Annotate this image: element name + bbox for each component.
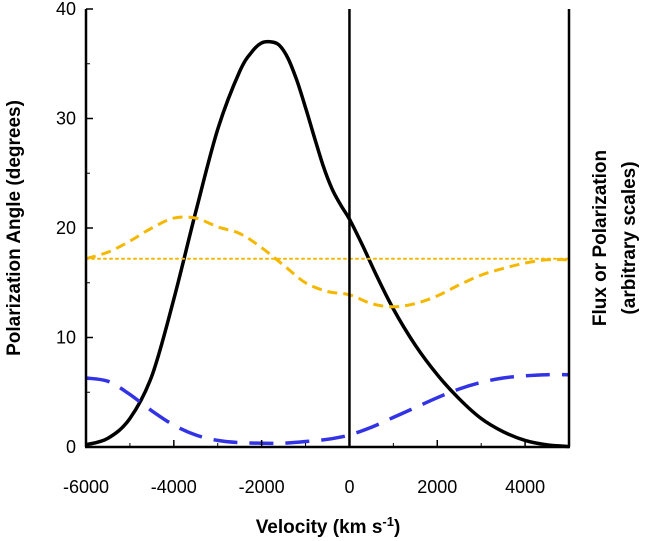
y-axis-title: Polarization Angle (degrees) bbox=[4, 100, 25, 356]
y-tick-label-30: 30 bbox=[56, 109, 76, 129]
x-axis-title-sup: -1 bbox=[382, 514, 394, 529]
y-axis-title-right-line1: Flux or Polarization bbox=[590, 150, 611, 326]
x-tick-label-2000: 2000 bbox=[417, 477, 457, 497]
y-axis-title-right-line2: (arbitrary scales) bbox=[619, 161, 640, 314]
y-tick-label-0: 0 bbox=[66, 437, 76, 457]
x-tick-label--6000: -6000 bbox=[63, 477, 109, 497]
series-line-4-long-dashed bbox=[85, 372, 570, 446]
y-tick-label-20: 20 bbox=[56, 218, 76, 238]
series-line-2-dashed bbox=[85, 215, 570, 309]
axes-layer: 0 10 20 30 40 -6000 -4000 -2000 0 2000 4000 bbox=[56, 0, 571, 497]
x-axis-title-end: ) bbox=[394, 517, 400, 538]
series-layer bbox=[85, 39, 570, 449]
x-tick-label--4000: -4000 bbox=[151, 477, 197, 497]
x-tick-label-0: 0 bbox=[344, 477, 354, 497]
y-tick-label-10: 10 bbox=[56, 328, 76, 348]
x-axis-title-main: Velocity (km s bbox=[256, 517, 383, 538]
x-axis-title: Velocity (km s-1) bbox=[256, 514, 401, 538]
series-line-1-solid bbox=[85, 39, 570, 449]
x-tick-label-4000: 4000 bbox=[505, 477, 545, 497]
x-tick-label--2000: -2000 bbox=[239, 477, 285, 497]
y-tick-label-40: 40 bbox=[56, 0, 76, 19]
